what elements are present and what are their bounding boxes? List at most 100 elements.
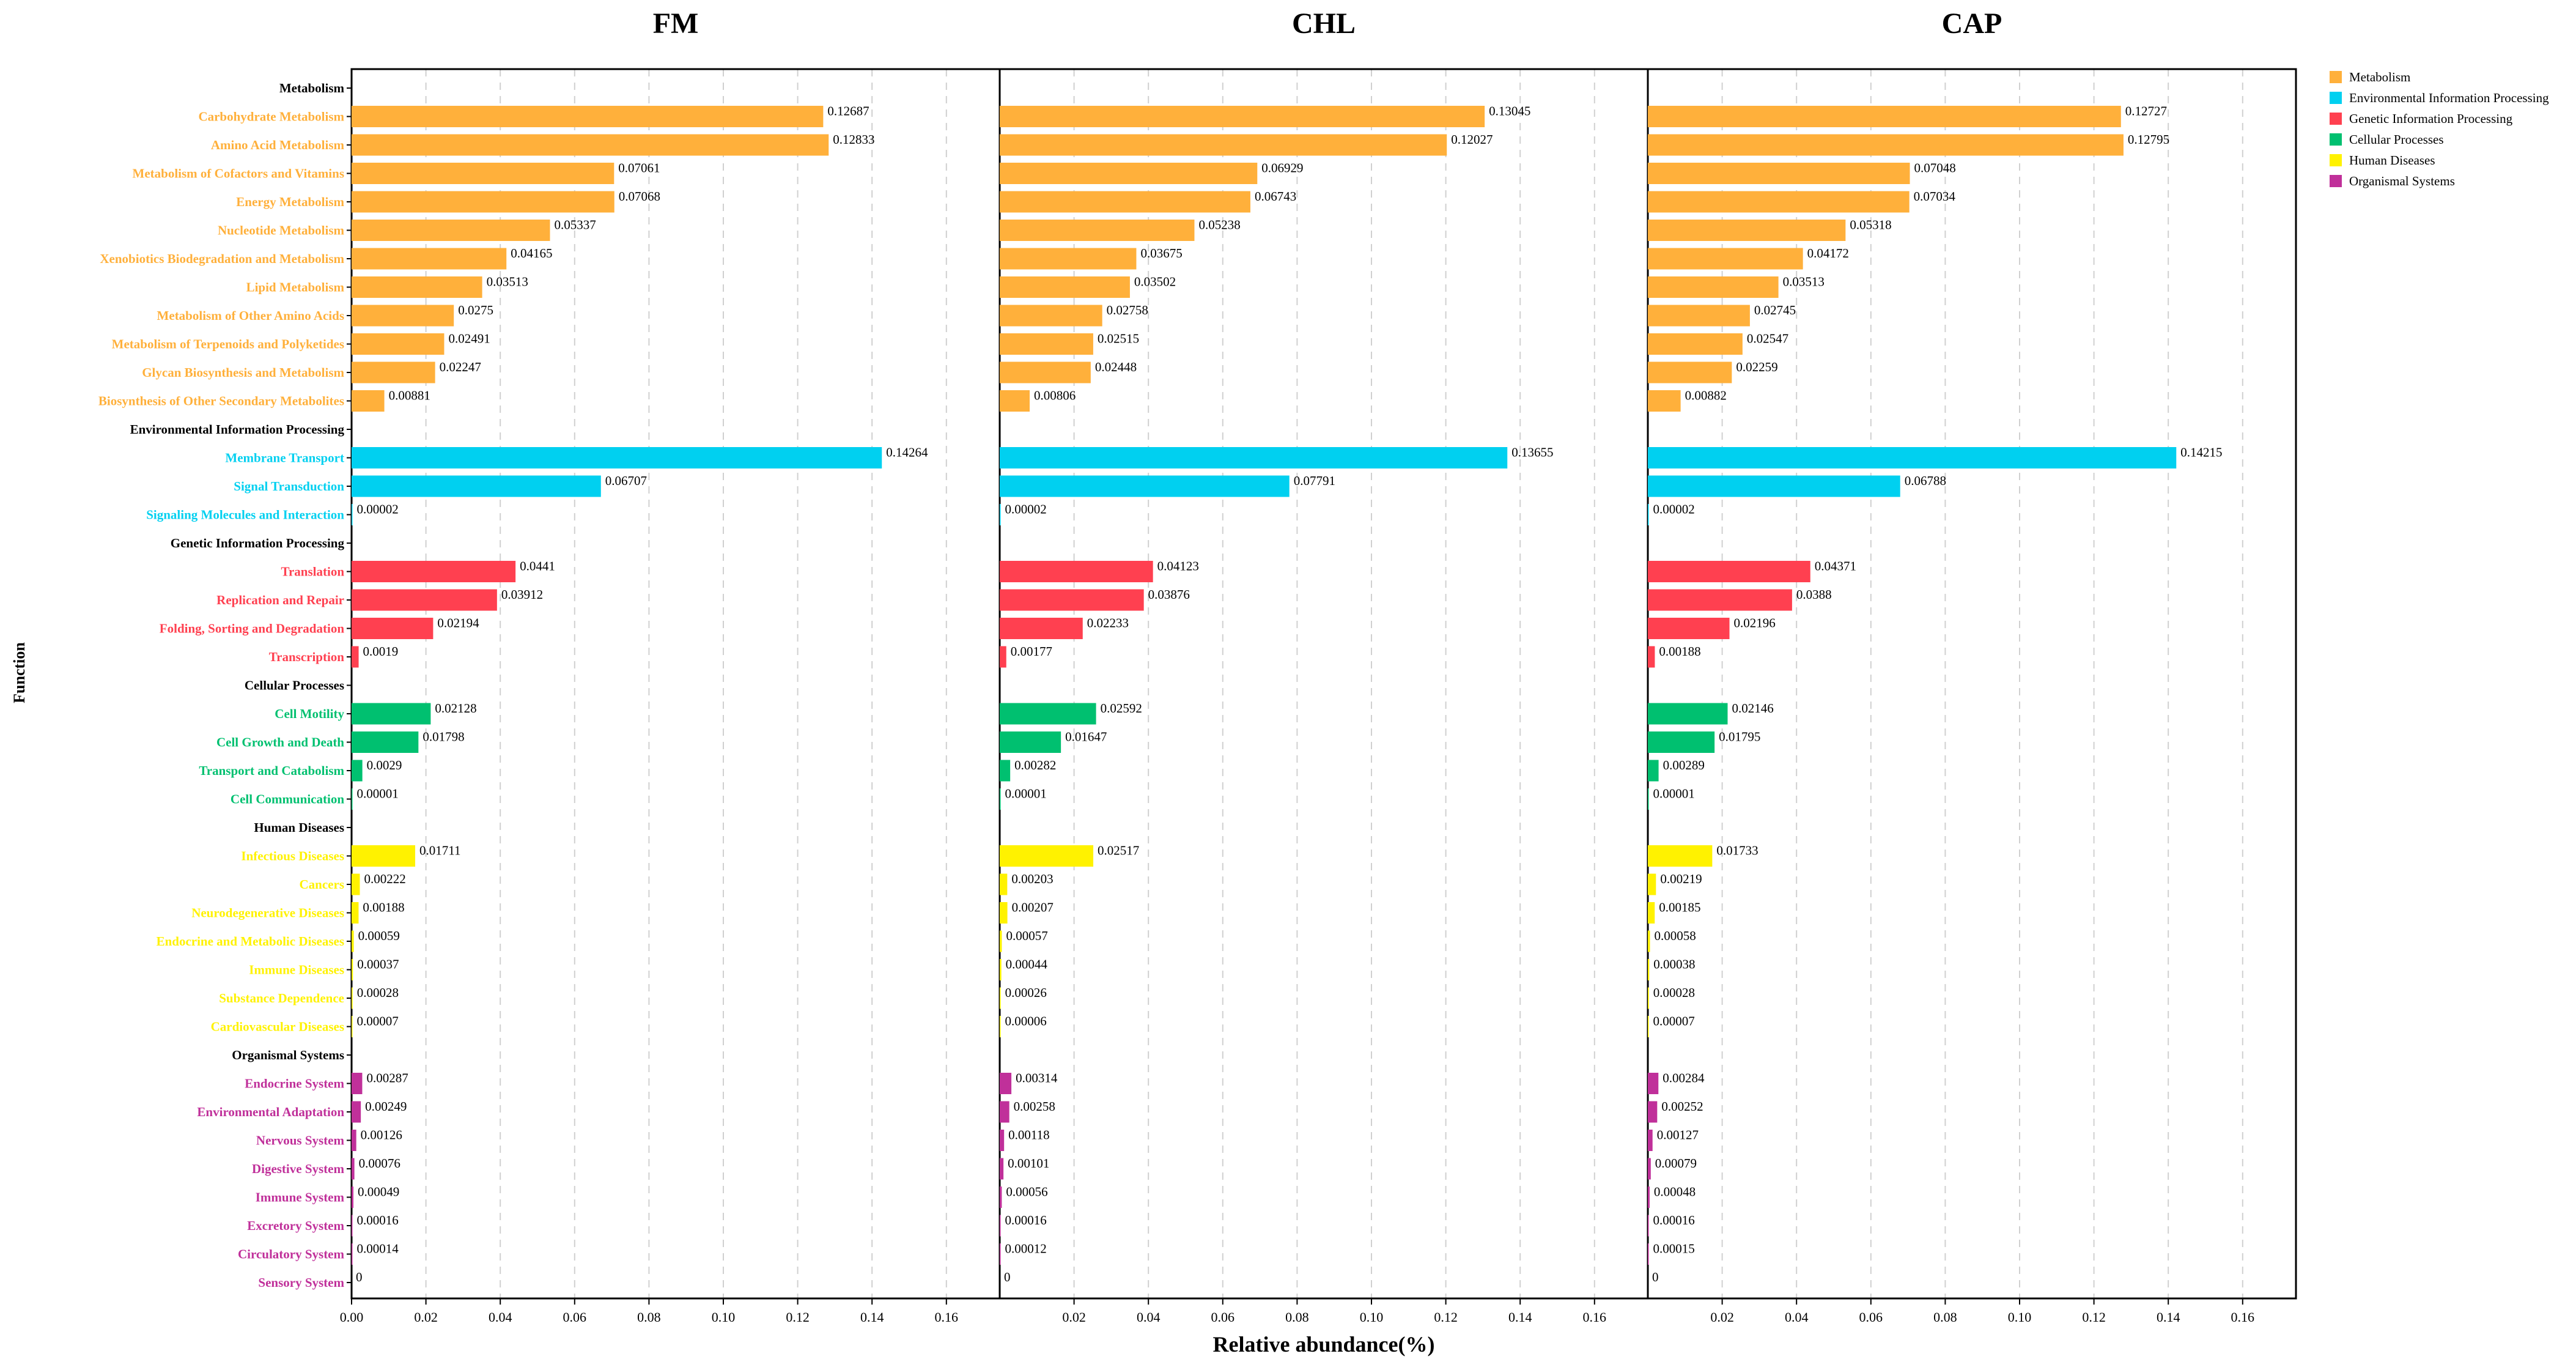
data-label: 0.03513: [1783, 275, 1825, 289]
bar: [1000, 1016, 1001, 1037]
bar: [1000, 191, 1250, 213]
bar: [1648, 1016, 1649, 1037]
data-label: 0.00007: [357, 1014, 399, 1029]
data-label: 0.06788: [1905, 473, 1946, 488]
bar: [1000, 106, 1485, 127]
bar: [352, 361, 435, 383]
data-label: 0.05318: [1850, 218, 1891, 232]
data-label: 0.00002: [357, 502, 399, 517]
legend-label: Human Diseases: [2349, 153, 2435, 168]
bar: [352, 1101, 361, 1123]
category-label: Environmental Adaptation: [197, 1105, 344, 1119]
data-label: 0.04165: [511, 246, 552, 261]
x-tick-label: 0.02: [1062, 1309, 1086, 1325]
data-label: 0: [356, 1270, 363, 1284]
category-label: Signaling Molecules and Interaction: [146, 508, 344, 522]
category-label: Energy Metabolism: [236, 194, 344, 209]
data-label: 0.00006: [1005, 1014, 1047, 1029]
data-label: 0: [1004, 1270, 1011, 1284]
data-label: 0.00002: [1005, 502, 1047, 517]
category-label: Glycan Biosynthesis and Metabolism: [142, 365, 344, 380]
x-tick-label: 0.14: [860, 1309, 884, 1325]
category-label: Immune Diseases: [249, 963, 344, 977]
data-label: 0.00249: [365, 1099, 407, 1114]
x-tick-label: 0.16: [2231, 1309, 2255, 1325]
bar: [1648, 646, 1655, 668]
bar: [1648, 475, 1900, 497]
data-label: 0.12687: [827, 104, 869, 119]
data-label: 0.07061: [618, 161, 660, 176]
x-tick-label: 0.06: [1859, 1309, 1883, 1325]
bar: [352, 134, 829, 156]
bar: [352, 589, 497, 611]
bar: [352, 276, 482, 298]
data-label: 0.00037: [357, 957, 399, 972]
bar: [1648, 1101, 1658, 1123]
category-label: Nervous System: [256, 1133, 345, 1148]
legend-swatch: [2330, 71, 2342, 83]
category-label: Lipid Metabolism: [246, 280, 345, 295]
bar: [1648, 1130, 1653, 1151]
group-header-label: Organismal Systems: [232, 1048, 344, 1062]
data-label: 0.06707: [605, 473, 647, 488]
data-label: 0.00012: [1005, 1242, 1047, 1256]
data-label: 0.00127: [1657, 1128, 1699, 1142]
bar: [1648, 106, 2121, 127]
bar: [1000, 760, 1011, 782]
data-label: 0.02547: [1747, 331, 1788, 346]
bar: [1648, 504, 1649, 525]
category-label: Signal Transduction: [234, 479, 344, 494]
data-label: 0.00258: [1014, 1099, 1055, 1114]
category-label: Substance Dependence: [219, 991, 344, 1005]
data-label: 0.03502: [1134, 275, 1176, 289]
data-label: 0.04123: [1157, 559, 1199, 574]
legend-swatch: [2330, 133, 2342, 146]
bar: [1648, 191, 1910, 213]
data-label: 0.02592: [1101, 701, 1142, 716]
bar: [1648, 134, 2124, 156]
bar: [1000, 1130, 1005, 1151]
category-label: Sensory System: [258, 1275, 344, 1290]
legend-label: Cellular Processes: [2349, 132, 2444, 147]
data-label: 0.00314: [1016, 1071, 1058, 1086]
data-label: 0.00001: [1005, 787, 1047, 801]
bar: [1648, 276, 1779, 298]
category-label: Carbohydrate Metabolism: [198, 109, 344, 124]
data-label: 0.00806: [1034, 388, 1076, 403]
bar: [1648, 618, 1730, 639]
data-label: 0: [1652, 1270, 1659, 1284]
data-label: 0.0441: [520, 559, 555, 574]
data-label: 0.00048: [1654, 1185, 1696, 1199]
data-label: 0.03876: [1148, 587, 1190, 602]
data-label: 0.00289: [1663, 758, 1705, 772]
data-label: 0.14264: [886, 445, 928, 460]
x-tick-label: 0.16: [935, 1309, 959, 1325]
data-label: 0.00287: [366, 1071, 408, 1086]
data-label: 0.00028: [357, 985, 399, 1000]
category-label: Neurodegenerative Diseases: [191, 906, 344, 920]
data-label: 0.14215: [2180, 445, 2222, 460]
legend-label: Organismal Systems: [2349, 174, 2455, 188]
data-label: 0.00284: [1663, 1071, 1705, 1086]
data-label: 0.07068: [619, 189, 660, 204]
bar: [1000, 220, 1195, 241]
category-label: Metabolism of Other Amino Acids: [157, 308, 344, 323]
x-tick-label: 0.16: [1583, 1309, 1607, 1325]
bar: [1000, 618, 1083, 639]
data-label: 0.01798: [423, 730, 464, 744]
bar: [1648, 305, 1750, 327]
x-tick-label: 0.10: [1360, 1309, 1384, 1325]
legend-swatch: [2330, 92, 2342, 104]
bar: [352, 390, 385, 412]
data-label: 0.02259: [1736, 360, 1777, 374]
group-header-label: Cellular Processes: [245, 678, 344, 693]
bar: [1000, 475, 1290, 497]
x-tick-label: 0.04: [1137, 1309, 1161, 1325]
bar: [1648, 845, 1713, 867]
bar: [1648, 1073, 1659, 1094]
x-tick-label: 0.02: [1710, 1309, 1734, 1325]
data-label: 0.0275: [458, 303, 493, 317]
data-label: 0.02194: [437, 616, 479, 631]
category-label: Membrane Transport: [225, 451, 344, 465]
bar: [352, 646, 359, 668]
